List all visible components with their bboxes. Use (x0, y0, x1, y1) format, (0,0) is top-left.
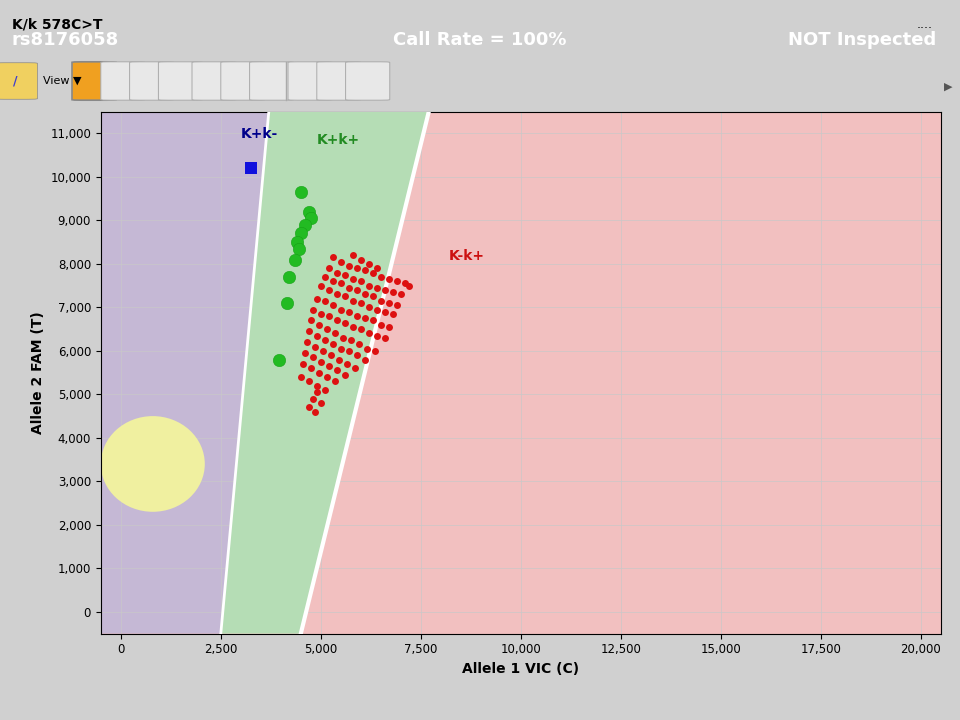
Text: K/k 578C>T: K/k 578C>T (12, 18, 102, 32)
FancyBboxPatch shape (130, 62, 174, 100)
FancyBboxPatch shape (221, 62, 265, 100)
Polygon shape (221, 112, 429, 634)
Text: K+k+: K+k+ (317, 133, 360, 147)
FancyBboxPatch shape (250, 62, 294, 100)
FancyBboxPatch shape (288, 62, 332, 100)
Text: /: / (13, 74, 17, 88)
X-axis label: Allele 1 VIC (C): Allele 1 VIC (C) (462, 662, 580, 676)
FancyBboxPatch shape (72, 62, 116, 100)
Text: View ▼: View ▼ (43, 76, 82, 86)
Text: ....: .... (917, 18, 933, 31)
Text: K-k+: K-k+ (449, 248, 485, 263)
FancyBboxPatch shape (0, 63, 37, 99)
Text: rs8176058: rs8176058 (12, 31, 119, 49)
Text: K+k-: K+k- (241, 127, 278, 140)
FancyBboxPatch shape (317, 62, 361, 100)
Polygon shape (101, 112, 269, 634)
Text: Call Rate = 100%: Call Rate = 100% (394, 31, 566, 49)
Ellipse shape (101, 416, 204, 512)
Text: NOT Inspected: NOT Inspected (788, 31, 936, 49)
Polygon shape (101, 112, 941, 634)
Text: ▶: ▶ (945, 81, 952, 91)
Y-axis label: Allele 2 FAM (T): Allele 2 FAM (T) (31, 311, 45, 434)
FancyBboxPatch shape (346, 62, 390, 100)
FancyBboxPatch shape (192, 62, 236, 100)
FancyBboxPatch shape (158, 62, 203, 100)
FancyBboxPatch shape (101, 62, 145, 100)
